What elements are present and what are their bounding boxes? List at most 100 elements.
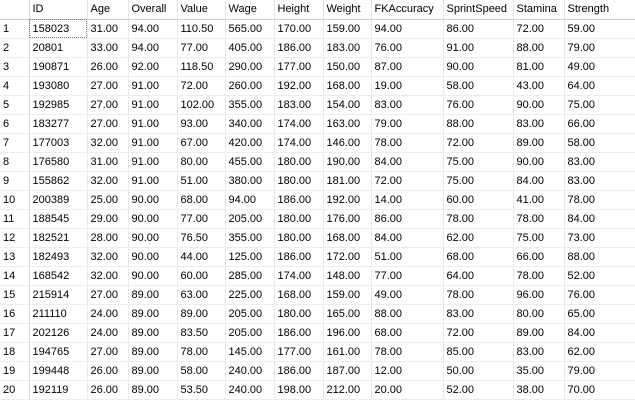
- cell-overall[interactable]: 91.00: [128, 76, 178, 96]
- row-number[interactable]: 14: [0, 266, 30, 286]
- cell-stamina[interactable]: 78.00: [513, 209, 565, 229]
- cell-weight[interactable]: 168.00: [323, 228, 372, 248]
- table-row[interactable]: 19 199448 26.00 89.00 58.00 240.00 186.00 187.0…: [0, 361, 635, 381]
- table-row[interactable]: 13 182493 32.00 90.00 44.00 125.00 186.00 172.0…: [0, 247, 635, 267]
- row-number[interactable]: 3: [0, 57, 30, 77]
- cell-value[interactable]: 118.50: [177, 57, 226, 77]
- cell-fkaccuracy[interactable]: 84.00: [371, 228, 444, 248]
- row-number[interactable]: 2: [0, 38, 30, 58]
- cell-value[interactable]: 83.50: [177, 323, 226, 343]
- row-number[interactable]: 4: [0, 76, 30, 96]
- table-row[interactable]: 12 182521 28.00 90.00 76.50 355.00 180.00 168.0…: [0, 228, 635, 248]
- cell-id[interactable]: 158023: [29, 19, 88, 39]
- cell-sprintspeed[interactable]: 64.00: [443, 266, 514, 286]
- row-number[interactable]: 5: [0, 95, 30, 115]
- cell-age[interactable]: 27.00: [87, 285, 129, 305]
- cell-age[interactable]: 26.00: [87, 380, 129, 400]
- cell-height[interactable]: 186.00: [274, 323, 324, 343]
- cell-value[interactable]: 93.00: [177, 114, 226, 134]
- cell-stamina[interactable]: 90.00: [513, 152, 565, 172]
- cell-wage[interactable]: 225.00: [225, 285, 275, 305]
- cell-age[interactable]: 32.00: [87, 133, 129, 153]
- cell-sprintspeed[interactable]: 85.00: [443, 342, 514, 362]
- cell-overall[interactable]: 89.00: [128, 361, 178, 381]
- column-header-sprintspeed[interactable]: SprintSpeed: [443, 0, 514, 20]
- cell-sprintspeed[interactable]: 52.00: [443, 380, 514, 400]
- cell-wage[interactable]: 380.00: [225, 171, 275, 191]
- cell-stamina[interactable]: 81.00: [513, 57, 565, 77]
- cell-height[interactable]: 180.00: [274, 171, 324, 191]
- row-number[interactable]: 16: [0, 304, 30, 324]
- table-row[interactable]: 1 158023 31.00 94.00 110.50 565.00 170.00 159.0…: [0, 19, 635, 39]
- cell-wage[interactable]: 290.00: [225, 57, 275, 77]
- cell-fkaccuracy[interactable]: 76.00: [371, 38, 444, 58]
- cell-wage[interactable]: 405.00: [225, 38, 275, 58]
- cell-id[interactable]: 177003: [29, 133, 88, 153]
- row-number[interactable]: 8: [0, 152, 30, 172]
- cell-weight[interactable]: 154.00: [323, 95, 372, 115]
- cell-overall[interactable]: 94.00: [128, 19, 178, 39]
- cell-age[interactable]: 33.00: [87, 38, 129, 58]
- table-row[interactable]: 3 190871 26.00 92.00 118.50 290.00 177.00 150.0…: [0, 57, 635, 77]
- table-row[interactable]: 10 200389 25.00 90.00 68.00 94.00 186.00 192.00…: [0, 190, 635, 210]
- cell-stamina[interactable]: 80.00: [513, 304, 565, 324]
- cell-overall[interactable]: 91.00: [128, 152, 178, 172]
- cell-weight[interactable]: 150.00: [323, 57, 372, 77]
- column-header-age[interactable]: Age: [87, 0, 129, 20]
- cell-fkaccuracy[interactable]: 94.00: [371, 19, 444, 39]
- cell-overall[interactable]: 91.00: [128, 171, 178, 191]
- cell-id[interactable]: 190871: [29, 57, 88, 77]
- cell-weight[interactable]: 190.00: [323, 152, 372, 172]
- cell-height[interactable]: 186.00: [274, 361, 324, 381]
- cell-strength[interactable]: 79.00: [564, 361, 635, 381]
- cell-age[interactable]: 29.00: [87, 209, 129, 229]
- row-number[interactable]: 18: [0, 342, 30, 362]
- cell-height[interactable]: 174.00: [274, 133, 324, 153]
- cell-weight[interactable]: 146.00: [323, 133, 372, 153]
- column-header-value[interactable]: Value: [177, 0, 226, 20]
- row-number[interactable]: 19: [0, 361, 30, 381]
- cell-sprintspeed[interactable]: 90.00: [443, 57, 514, 77]
- cell-wage[interactable]: 94.00: [225, 190, 275, 210]
- cell-overall[interactable]: 91.00: [128, 114, 178, 134]
- cell-age[interactable]: 24.00: [87, 323, 129, 343]
- cell-overall[interactable]: 89.00: [128, 342, 178, 362]
- cell-sprintspeed[interactable]: 88.00: [443, 114, 514, 134]
- cell-value[interactable]: 68.00: [177, 190, 226, 210]
- cell-strength[interactable]: 83.00: [564, 152, 635, 172]
- cell-fkaccuracy[interactable]: 86.00: [371, 209, 444, 229]
- cell-stamina[interactable]: 83.00: [513, 114, 565, 134]
- cell-fkaccuracy[interactable]: 77.00: [371, 266, 444, 286]
- cell-fkaccuracy[interactable]: 19.00: [371, 76, 444, 96]
- row-number[interactable]: 7: [0, 133, 30, 153]
- cell-stamina[interactable]: 72.00: [513, 19, 565, 39]
- table-row[interactable]: 11 188545 29.00 90.00 77.00 205.00 180.00 176.0…: [0, 209, 635, 229]
- column-header-weight[interactable]: Weight: [323, 0, 372, 20]
- cell-height[interactable]: 180.00: [274, 209, 324, 229]
- cell-strength[interactable]: 88.00: [564, 247, 635, 267]
- cell-age[interactable]: 27.00: [87, 342, 129, 362]
- cell-weight[interactable]: 192.00: [323, 190, 372, 210]
- cell-wage[interactable]: 240.00: [225, 380, 275, 400]
- cell-wage[interactable]: 240.00: [225, 361, 275, 381]
- cell-weight[interactable]: 181.00: [323, 171, 372, 191]
- cell-height[interactable]: 168.00: [274, 285, 324, 305]
- cell-sprintspeed[interactable]: 78.00: [443, 285, 514, 305]
- cell-overall[interactable]: 92.00: [128, 57, 178, 77]
- cell-sprintspeed[interactable]: 83.00: [443, 304, 514, 324]
- cell-strength[interactable]: 75.00: [564, 95, 635, 115]
- cell-sprintspeed[interactable]: 62.00: [443, 228, 514, 248]
- cell-sprintspeed[interactable]: 50.00: [443, 361, 514, 381]
- cell-height[interactable]: 180.00: [274, 152, 324, 172]
- cell-strength[interactable]: 62.00: [564, 342, 635, 362]
- cell-fkaccuracy[interactable]: 87.00: [371, 57, 444, 77]
- cell-height[interactable]: 170.00: [274, 19, 324, 39]
- cell-id[interactable]: 215914: [29, 285, 88, 305]
- cell-stamina[interactable]: 75.00: [513, 228, 565, 248]
- cell-weight[interactable]: 176.00: [323, 209, 372, 229]
- cell-age[interactable]: 26.00: [87, 361, 129, 381]
- cell-wage[interactable]: 205.00: [225, 304, 275, 324]
- select-all-corner[interactable]: [0, 0, 30, 20]
- cell-wage[interactable]: 420.00: [225, 133, 275, 153]
- cell-age[interactable]: 24.00: [87, 304, 129, 324]
